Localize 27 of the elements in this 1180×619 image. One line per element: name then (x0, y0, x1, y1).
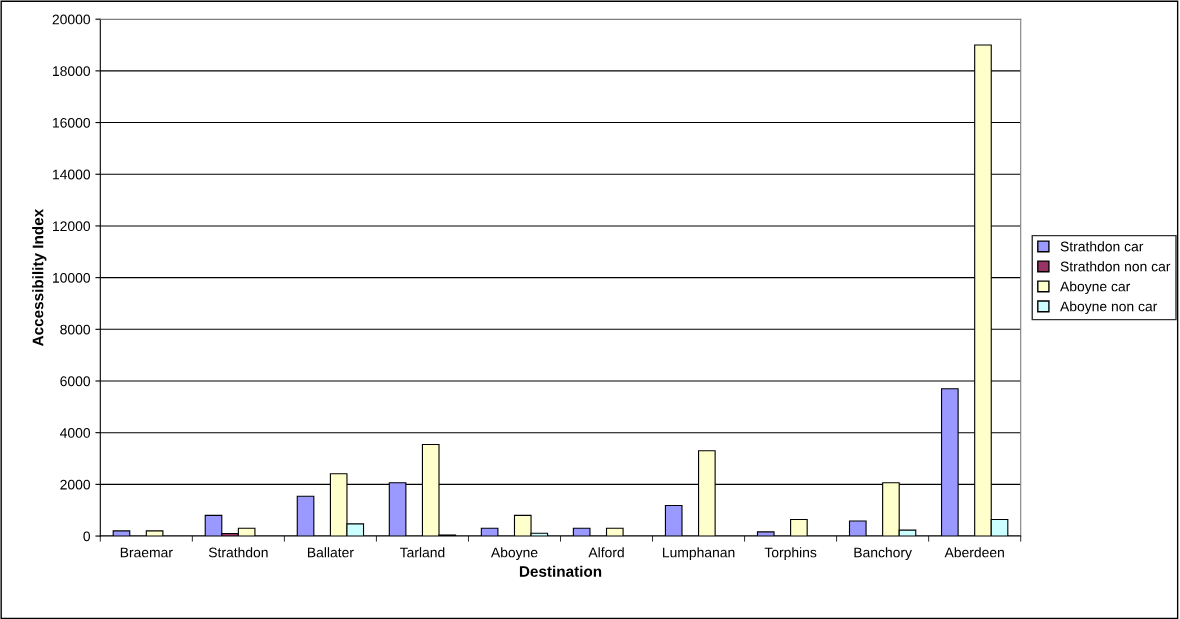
x-tick-label: Aboyne (490, 547, 538, 561)
x-tick-label: Lumphanan (663, 547, 735, 561)
y-tick-label: 2000 (60, 479, 91, 490)
x-tick-label: Braemar (120, 547, 173, 558)
legend-label: Strathdon car (1060, 241, 1144, 252)
y-tick-label: 16000 (53, 117, 91, 128)
y-tick-label: 18000 (53, 66, 91, 77)
legend-label: Aboyne non car (1060, 301, 1158, 315)
x-tick-label: Strathdon (208, 547, 268, 558)
x-tick-label: Banchory (854, 547, 912, 561)
y-tick-label: 12000 (53, 221, 91, 232)
legend-label: Aboyne car (1060, 281, 1131, 295)
y-tick-label: 6000 (60, 376, 91, 387)
x-tick-label: Ballater (307, 547, 354, 558)
x-tick-label: Torphins (764, 547, 817, 561)
y-tick-label: 8000 (60, 324, 91, 335)
x-tick-label: Tarland (399, 547, 445, 558)
y-tick-label: 14000 (53, 169, 91, 180)
x-tick-label: Alford (588, 547, 624, 558)
x-axis-title: Destination (519, 565, 602, 577)
y-tick-label: 10000 (53, 272, 91, 283)
y-axis-title: Accessibility Index (32, 208, 47, 347)
y-tick-label: 0 (83, 531, 91, 542)
x-tick-label: Aberdeen (944, 547, 1004, 558)
legend-label: Strathdon non car (1060, 261, 1171, 272)
y-tick-label: 20000 (52, 14, 91, 25)
y-tick-label: 4000 (60, 428, 91, 438)
